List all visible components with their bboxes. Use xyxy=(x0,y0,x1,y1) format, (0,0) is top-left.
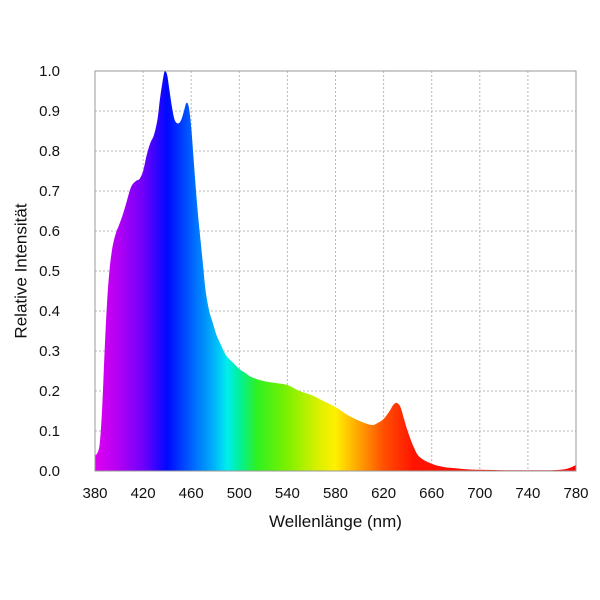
x-tick-labels: 380 420 460 500 540 580 620 660 700 740 780 xyxy=(82,485,588,502)
y-tick-label: 0.7 xyxy=(39,183,60,200)
x-tick-label: 420 xyxy=(131,485,156,502)
x-tick-label: 740 xyxy=(515,485,540,502)
y-tick-label: 0.1 xyxy=(39,423,60,440)
y-tick-label: 0.4 xyxy=(39,303,60,320)
x-tick-label: 700 xyxy=(467,485,492,502)
x-tick-label: 460 xyxy=(179,485,204,502)
y-tick-label: 0.8 xyxy=(39,143,60,160)
x-tick-label: 380 xyxy=(82,485,107,502)
y-tick-label: 0.6 xyxy=(39,223,60,240)
x-tick-label: 500 xyxy=(227,485,252,502)
plot-frame xyxy=(94,70,577,472)
x-tick-label: 620 xyxy=(371,485,396,502)
x-tick-label: 660 xyxy=(419,485,444,502)
y-tick-label: 0.3 xyxy=(39,343,60,360)
spectrum-area-fill xyxy=(95,71,576,471)
y-tick-label: 1.0 xyxy=(39,63,60,80)
y-axis-title: Relative Intensität xyxy=(11,203,30,338)
y-tick-label: 0.9 xyxy=(39,103,60,120)
y-tick-label: 0.5 xyxy=(39,263,60,280)
x-tick-label: 580 xyxy=(323,485,348,502)
x-tick-label: 540 xyxy=(275,485,300,502)
x-axis-title: Wellenlänge (nm) xyxy=(269,512,402,531)
y-tick-label: 0.0 xyxy=(39,463,60,480)
y-tick-labels: 0.0 0.1 0.2 0.3 0.4 0.5 0.6 0.7 0.8 0.9 1.0 xyxy=(39,63,60,480)
y-tick-label: 0.2 xyxy=(39,383,60,400)
x-tick-label: 780 xyxy=(563,485,588,502)
